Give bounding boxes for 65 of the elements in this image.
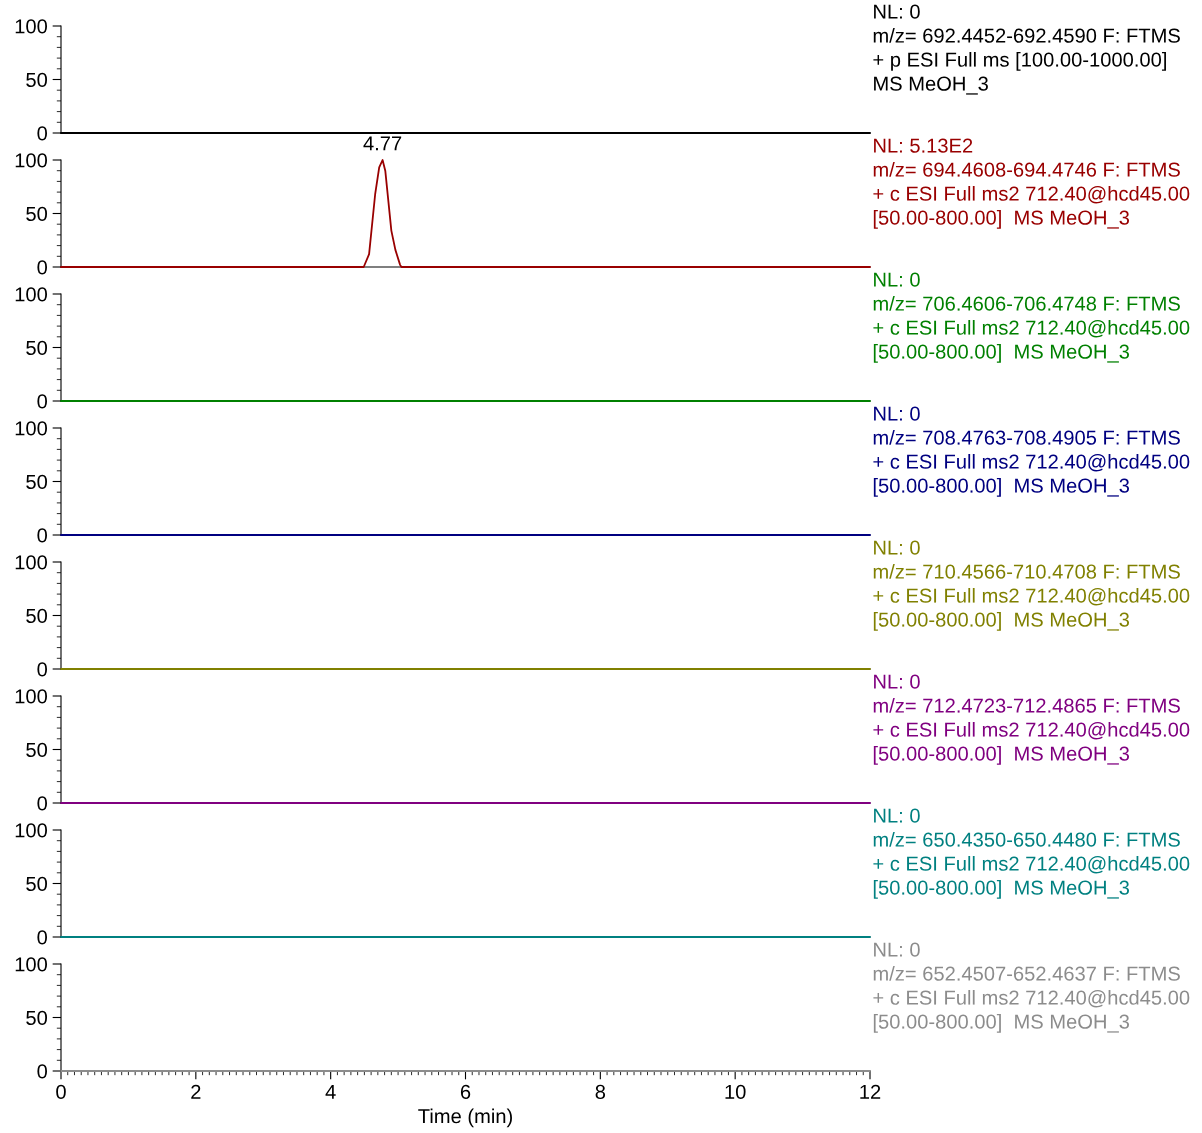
text: + p ESI Full ms [100.00-1000.00] [873, 52, 1166, 71]
y-tick-label: 100 [15, 287, 48, 302]
y-tick-label: 50 [26, 340, 48, 355]
y-tick-label: 100 [15, 957, 48, 972]
text: + c ESI Full ms2 712.40@hcd45.00 [873, 186, 1190, 204]
x-tick-label: 12 [860, 1084, 881, 1099]
text: [50.00-800.00] MS MeOH_3 [873, 1014, 1130, 1033]
text: NL: 0 [874, 674, 920, 689]
text: NL: 0 [874, 540, 920, 555]
x-tick-label: 2 [191, 1084, 201, 1099]
y-tick-label: 0 [37, 126, 48, 141]
y-tick-label: 100 [15, 689, 48, 704]
x-tick-label: 0 [56, 1084, 66, 1099]
x-axis-title: Time (min) [418, 1108, 512, 1128]
x-tick-label: 6 [460, 1084, 471, 1099]
y-tick-label: 50 [26, 206, 48, 221]
text: [50.00-800.00] MS MeOH_3 [873, 880, 1130, 899]
x-tick-label: 8 [595, 1084, 606, 1099]
y-tick-label: 0 [37, 662, 48, 677]
text: m/z= 710.4566-710.4708 F: FTMS [873, 564, 1180, 579]
text: [50.00-800.00] MS MeOH_3 [873, 210, 1130, 229]
text: + c ESI Full ms2 712.40@hcd45.00 [873, 320, 1190, 338]
y-tick-label: 100 [15, 823, 48, 838]
text: m/z= 650.4350-650.4480 F: FTMS [873, 832, 1180, 847]
text: + c ESI Full ms2 712.40@hcd45.00 [873, 722, 1190, 740]
y-tick-label: 50 [26, 876, 48, 891]
text: + c ESI Full ms2 712.40@hcd45.00 [873, 454, 1190, 472]
x-tick-label: 4 [325, 1084, 336, 1099]
text: m/z= 706.4606-706.4748 F: FTMS [873, 296, 1180, 311]
y-tick-label: 100 [15, 19, 48, 34]
text: NL: 5.13E2 [874, 138, 973, 153]
y-tick-label: 50 [26, 742, 48, 757]
x-tick-label: 10 [725, 1084, 746, 1099]
y-tick-label: 0 [37, 930, 48, 945]
text: NL: 0 [874, 406, 920, 421]
text: m/z= 652.4507-652.4637 F: FTMS [873, 966, 1180, 981]
text: [50.00-800.00] MS MeOH_3 [873, 344, 1130, 363]
y-tick-label: 100 [15, 421, 48, 436]
text: m/z= 708.4763-708.4905 F: FTMS [873, 430, 1180, 445]
y-tick-label: 0 [37, 796, 48, 811]
text: m/z= 692.4452-692.4590 F: FTMS [873, 28, 1180, 43]
text: [50.00-800.00] MS MeOH_3 [873, 612, 1130, 631]
y-tick-label: 0 [37, 1064, 48, 1079]
text: + c ESI Full ms2 712.40@hcd45.00 [873, 856, 1190, 874]
text: [50.00-800.00] MS MeOH_3 [873, 478, 1130, 497]
text: NL: 0 [874, 4, 920, 19]
annotation: 4.77 [363, 136, 402, 151]
text: m/z= 712.4723-712.4865 F: FTMS [873, 698, 1180, 713]
y-tick-label: 0 [37, 528, 48, 543]
text: [50.00-800.00] MS MeOH_3 [873, 746, 1130, 765]
text: MS MeOH_3 [874, 76, 988, 95]
text: m/z= 694.4608-694.4746 F: FTMS [873, 162, 1180, 177]
y-tick-label: 50 [26, 474, 48, 489]
text: NL: 0 [874, 942, 920, 957]
text: + c ESI Full ms2 712.40@hcd45.00 [873, 990, 1190, 1008]
y-tick-label: 0 [37, 394, 48, 409]
text: + c ESI Full ms2 712.40@hcd45.00 [873, 588, 1190, 606]
y-tick-label: 50 [26, 72, 48, 87]
y-tick-label: 0 [37, 260, 48, 275]
y-tick-label: 100 [15, 153, 48, 168]
text: NL: 0 [874, 272, 920, 287]
y-tick-label: 50 [26, 608, 48, 623]
text: NL: 0 [874, 808, 920, 823]
y-tick-label: 50 [26, 1010, 48, 1025]
y-tick-label: 100 [15, 555, 48, 570]
